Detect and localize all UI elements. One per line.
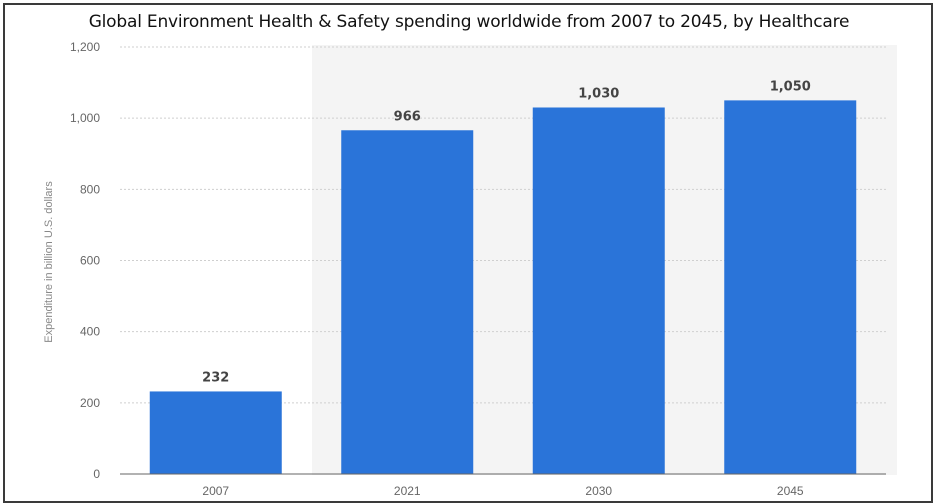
bars [149,100,857,474]
y-tick-label: 600 [80,254,100,268]
y-tick-label: 1,000 [70,111,100,125]
bar-2007 [149,391,282,474]
x-tick-labels: 2007 2021 2030 2045 [202,484,804,498]
x-tick-label-2007: 2007 [202,484,229,498]
data-label-2021: 966 [394,109,421,124]
y-tick-labels: 0 200 400 600 800 1,000 1,200 [70,40,100,481]
y-tick-label: 400 [80,325,100,339]
data-label-2007: 232 [202,370,229,385]
chart-title: Global Environment Health & Safety spend… [88,12,850,32]
x-tick-label-2021: 2021 [394,484,421,498]
y-tick-label: 0 [93,467,100,481]
bar-2045 [724,100,857,474]
data-labels: 232 966 1,030 1,050 [202,79,811,385]
y-tick-label: 200 [80,396,100,410]
bar-2030 [532,107,665,474]
y-tick-label: 1,200 [70,40,100,54]
x-tick-label-2030: 2030 [585,484,612,498]
data-label-2045: 1,050 [770,79,811,94]
bar-2021 [341,130,474,474]
y-axis-title: Expenditure in billion U.S. dollars [43,181,55,343]
x-tick-label-2045: 2045 [777,484,804,498]
data-label-2030: 1,030 [578,86,619,101]
y-tick-label: 800 [80,182,100,196]
